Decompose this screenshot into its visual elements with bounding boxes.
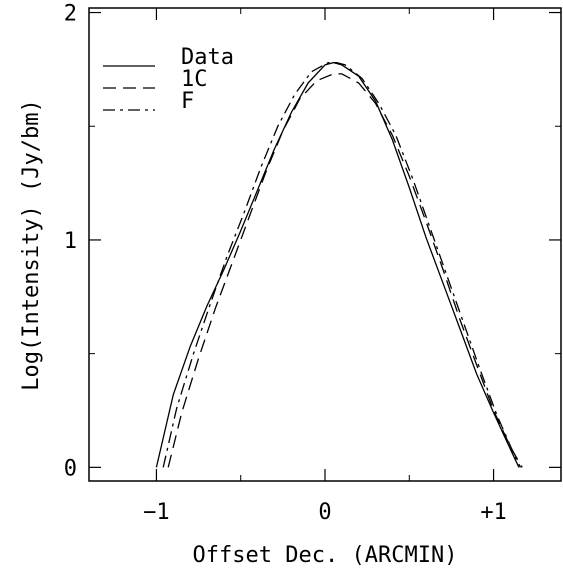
x-axis-label: Offset Dec. (ARCMIN) bbox=[193, 543, 458, 568]
series-line-1c bbox=[167, 73, 523, 468]
series-lines bbox=[155, 61, 523, 468]
axis-ticks: −1 0 +1 0 1 2 bbox=[64, 2, 561, 525]
series-line-data bbox=[155, 61, 520, 468]
y-tick-label: 1 bbox=[64, 229, 77, 254]
y-tick-label: 0 bbox=[64, 456, 77, 481]
x-tick-label: 0 bbox=[318, 500, 331, 525]
series-line-f bbox=[162, 61, 522, 468]
y-axis-label: Log(Intensity) (Jy/bm) bbox=[19, 99, 44, 390]
legend-label: F bbox=[181, 89, 194, 114]
legend-label: Data bbox=[181, 45, 234, 70]
x-tick-label: −1 bbox=[143, 500, 170, 525]
legend-label: 1C bbox=[181, 67, 208, 92]
plot-frame bbox=[88, 7, 562, 482]
x-tick-label: +1 bbox=[480, 500, 507, 525]
y-tick-label: 2 bbox=[64, 2, 77, 27]
